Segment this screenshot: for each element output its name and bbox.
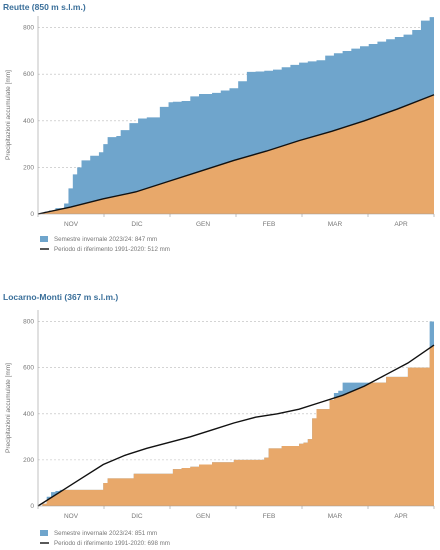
legend-swatch-winter	[40, 530, 48, 536]
y-tick-label: 0	[30, 211, 34, 218]
y-tick-label: 400	[23, 411, 34, 418]
legend-label-winter: Semestre invernale 2023/24: 847 mm	[54, 236, 157, 243]
y-axis-label: Precipitazioni accumulate [mm]	[5, 363, 12, 453]
y-tick-label: 600	[23, 365, 34, 372]
x-tick-label: GEN	[196, 221, 210, 228]
chart-panel-reutte: Reutte (850 m s.l.m.) 0 200 400 600 800 Preci…	[0, 0, 440, 270]
y-tick-label: 0	[30, 503, 34, 510]
y-tick-label: 800	[23, 25, 34, 32]
legend-label-reference: Periodo di riferimento 1991-2020: 698 mm	[54, 540, 170, 547]
x-tick-label: APR	[394, 221, 408, 228]
legend-label-winter: Semestre invernale 2023/24: 851 mm	[54, 530, 157, 537]
reference-area	[38, 94, 434, 214]
x-tick-label: MAR	[328, 513, 343, 520]
y-tick-label: 600	[23, 71, 34, 78]
chart-panel-locarno: Locarno-Monti (367 m s.l.m.) 0 200 400 600 8…	[0, 290, 440, 550]
chart-title: Locarno-Monti (367 m s.l.m.)	[3, 292, 119, 302]
overlap-area	[38, 345, 434, 506]
x-tick-label: NOV	[64, 221, 79, 228]
y-tick-label: 200	[23, 457, 34, 464]
x-tick-label: APR	[394, 513, 408, 520]
x-tick-label: NOV	[64, 513, 79, 520]
y-tick-label: 400	[23, 118, 34, 125]
x-tick-label: GEN	[196, 513, 210, 520]
x-tick-label: FEB	[263, 513, 276, 520]
chart-title: Reutte (850 m s.l.m.)	[3, 2, 86, 12]
chart-reutte: 0 200 400 600 800 Precipitazioni accumulate […	[5, 16, 435, 253]
y-tick-label: 800	[23, 319, 34, 326]
y-axis-label: Precipitazioni accumulate [mm]	[5, 70, 12, 160]
chart-locarno: 0 200 400 600 800 Precipitazioni accumulate […	[5, 309, 435, 547]
y-tick-label: 200	[23, 164, 34, 171]
x-tick-label: DIC	[131, 513, 143, 520]
x-tick-label: FEB	[263, 221, 276, 228]
x-tick-label: MAR	[328, 221, 343, 228]
legend-label-reference: Periodo di riferimento 1991-2020: 512 mm	[54, 246, 170, 253]
reference-line	[37, 344, 435, 507]
reference-line	[37, 94, 435, 215]
legend-swatch-winter	[40, 236, 48, 242]
x-tick-label: DIC	[131, 221, 143, 228]
